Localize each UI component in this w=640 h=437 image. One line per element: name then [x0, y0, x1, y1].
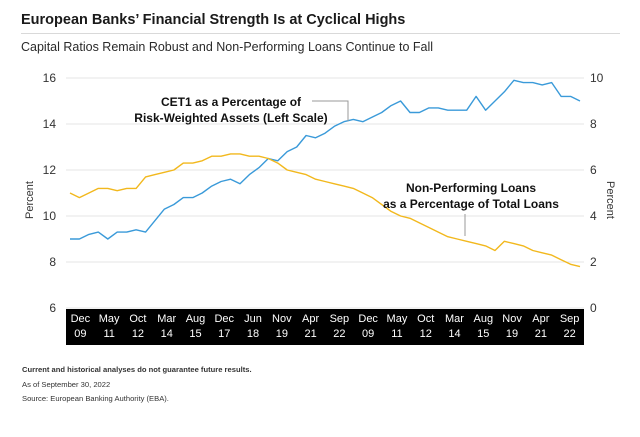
x-tick-year: 14	[448, 328, 460, 340]
x-tick-year: 19	[276, 328, 288, 340]
left-axis-ticks: 6 8 10 12 14 16	[43, 71, 57, 315]
cet1-leader-line	[312, 100, 349, 121]
left-tick-label: 14	[43, 117, 57, 131]
x-tick-month: Apr	[532, 313, 549, 325]
gridlines	[66, 77, 584, 309]
x-tick-year: 12	[420, 328, 432, 340]
left-tick-label: 10	[43, 209, 57, 223]
x-tick-month: Mar	[157, 313, 176, 325]
right-tick-label: 6	[590, 163, 597, 177]
cet1-annotation-line2: Risk-Weighted Assets (Left Scale)	[134, 111, 327, 125]
x-tick-month: Dec	[71, 313, 91, 325]
x-tick-year: 11	[103, 328, 114, 340]
x-tick-year: 15	[477, 328, 489, 340]
x-tick-month: Jun	[244, 313, 262, 325]
x-tick-year: 18	[247, 328, 259, 340]
as-of-date: As of September 30, 2022	[22, 380, 111, 389]
x-axis-band	[66, 309, 584, 345]
x-tick-month: Nov	[502, 313, 522, 325]
x-tick-year: 11	[391, 328, 402, 340]
left-axis-label: Percent	[24, 181, 36, 219]
right-tick-label: 0	[590, 301, 597, 315]
x-tick-year: 19	[506, 328, 518, 340]
x-tick-year: 14	[161, 328, 173, 340]
x-tick-year: 21	[535, 328, 547, 340]
disclaimer-note: Current and historical analyses do not g…	[22, 365, 252, 374]
right-axis-label: Percent	[604, 181, 616, 219]
x-tick-month: Mar	[445, 313, 464, 325]
x-tick-year: 22	[333, 328, 345, 340]
npl-series-line	[69, 153, 581, 268]
x-tick-year: 15	[189, 328, 201, 340]
x-tick-month: Oct	[129, 313, 146, 325]
left-tick-label: 12	[43, 163, 57, 177]
x-tick-year: 12	[132, 328, 144, 340]
x-tick-month: Aug	[473, 313, 493, 325]
x-tick-month: Sep	[560, 313, 580, 325]
x-axis-ticks: Dec 09 May 11 Oct 12 Mar 14 Aug 15 Dec 17 Jun 18 Nov 19…	[71, 313, 580, 340]
x-tick-month: Oct	[417, 313, 434, 325]
annotations: CET1 as a Percentage of Risk-Weighted Ass…	[134, 95, 559, 236]
right-tick-label: 4	[590, 209, 597, 223]
x-tick-month: May	[99, 313, 120, 325]
source-note: Source: European Banking Authority (EBA)…	[22, 394, 169, 403]
x-tick-month: May	[387, 313, 408, 325]
cet1-annotation-line1: CET1 as a Percentage of	[161, 95, 302, 109]
x-tick-year: 22	[563, 328, 575, 340]
x-tick-year: 17	[218, 328, 230, 340]
right-tick-label: 10	[590, 71, 604, 85]
cet1-series-line	[70, 79, 581, 240]
series-lines	[69, 79, 581, 268]
left-tick-label: 6	[49, 301, 56, 315]
x-tick-year: 09	[362, 328, 374, 340]
x-tick-month: Sep	[330, 313, 350, 325]
x-tick-month: Dec	[358, 313, 378, 325]
x-tick-year: 21	[304, 328, 316, 340]
right-tick-label: 8	[590, 117, 597, 131]
x-tick-month: Dec	[214, 313, 234, 325]
x-tick-month: Aug	[186, 313, 206, 325]
chart-title: European Banks’ Financial Strength Is at…	[21, 12, 406, 28]
x-tick-month: Apr	[302, 313, 319, 325]
left-tick-label: 16	[43, 71, 57, 85]
left-tick-label: 8	[49, 255, 56, 269]
x-tick-year: 09	[74, 328, 86, 340]
npl-annotation-line1: Non-Performing Loans	[406, 181, 536, 195]
chart-subtitle: Capital Ratios Remain Robust and Non-Per…	[21, 40, 434, 54]
right-tick-label: 2	[590, 255, 597, 269]
title-divider	[21, 33, 620, 34]
right-axis-ticks: 0 2 4 6 8 10	[590, 71, 604, 315]
npl-annotation-line2: as a Percentage of Total Loans	[383, 197, 559, 211]
x-tick-month: Nov	[272, 313, 292, 325]
